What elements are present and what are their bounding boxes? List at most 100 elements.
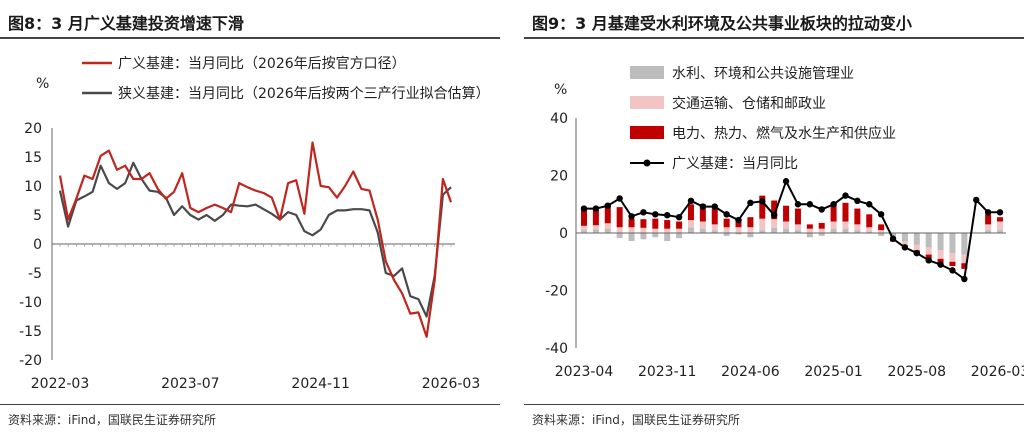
legend-label: 水利、环境和公共设施管理业 — [672, 66, 854, 82]
bar-segment-2 — [830, 202, 837, 222]
bar-segment-1 — [794, 224, 801, 231]
y-tick-label: -20 — [545, 284, 568, 300]
bar-segment-0 — [818, 233, 825, 236]
x-tick-label: 2025-01 — [804, 364, 863, 380]
bar-segment-0 — [664, 233, 671, 242]
source-note: 资料来源：iFind，国联民生证券研究所 — [532, 413, 740, 427]
y-axis-unit: % — [554, 82, 567, 98]
series-point — [973, 196, 980, 204]
bar-segment-0 — [581, 230, 587, 233]
bar-segment-1 — [854, 224, 861, 231]
legend-label: 广义基建：当月同比 — [672, 155, 798, 172]
bar-segment-0 — [759, 230, 766, 233]
series-point — [996, 209, 1004, 216]
y-axis-unit: % — [36, 76, 49, 92]
series-point — [854, 197, 861, 204]
bar-segment-2 — [925, 254, 932, 259]
series-point — [949, 267, 956, 274]
series-point — [735, 216, 742, 224]
bar-segment-0 — [652, 233, 659, 238]
bar-segment-0 — [985, 230, 992, 233]
bar-segment-1 — [842, 221, 849, 229]
bar-segment-1 — [985, 224, 992, 231]
bar-segment-2 — [937, 258, 944, 264]
bar-segment-0 — [806, 233, 813, 238]
series-line-1 — [58, 161, 452, 318]
y-tick-label: -20 — [19, 353, 42, 369]
series-point — [901, 244, 909, 251]
bar-segment-0 — [830, 228, 837, 233]
y-tick-label: -40 — [545, 341, 568, 357]
x-tick-label: 2026-03 — [971, 364, 1024, 380]
chart-title: 图8：3 月广义基建投资增速下滑 — [8, 14, 244, 33]
bar-segment-0 — [747, 233, 754, 238]
bar-segment-1 — [949, 253, 956, 262]
series-point — [889, 235, 897, 242]
bar-segment-2 — [961, 263, 968, 269]
bar-segment-2 — [616, 207, 623, 228]
bar-segment-1 — [878, 230, 885, 233]
title-divider — [524, 37, 1024, 39]
bar-segment-2 — [818, 222, 825, 229]
x-tick-label: 2025-08 — [888, 364, 947, 380]
bar-segment-1 — [806, 228, 813, 233]
bar-segment-1 — [640, 227, 647, 233]
bar-segment-1 — [604, 223, 611, 229]
series-point — [699, 203, 707, 210]
bar-segment-2 — [592, 209, 599, 226]
bar-segment-2 — [759, 195, 766, 219]
series-point — [961, 275, 968, 283]
bar-segment-2 — [687, 204, 694, 221]
bar-segment-0 — [604, 228, 611, 233]
series-point — [925, 257, 932, 264]
bar-segment-2 — [652, 218, 659, 229]
bar-segment-2 — [628, 218, 635, 228]
bar-segment-2 — [866, 214, 873, 228]
stacked-bar-chart: % 40 20 0 -20 -40 2023-04 2023-11 2024-06 2025-01… — [545, 66, 1024, 380]
series-point — [984, 209, 992, 216]
bar-segment-1 — [747, 227, 754, 233]
bar-segment-0 — [794, 230, 801, 233]
bar-segment-1 — [652, 228, 659, 233]
legend-swatch — [630, 126, 664, 139]
legend-label: 狭义基建：当月同比（2026年后按两个三产行业拟合估算） — [118, 85, 490, 102]
bar-segment-2 — [949, 261, 956, 267]
legend-label: 电力、热力、燃气及水生产和供应业 — [672, 125, 896, 142]
bar-segment-1 — [818, 228, 825, 233]
chart-panel-sector-contribution: 图9：3 月基建受水利环境及公共事业板块的拉动变小 % 40 20 0 -20 -40 20… — [524, 0, 1024, 437]
series-point — [604, 202, 611, 209]
legend-swatch — [630, 96, 664, 109]
series-point — [913, 249, 920, 257]
bar-segment-1 — [723, 227, 730, 233]
chart-panel-infrastructure-growth: 图8：3 月广义基建投资增速下滑 % 20 15 10 5 0 -5 -10 -15 -20 202… — [0, 0, 500, 437]
x-tick-label: 2024-11 — [291, 376, 350, 392]
bar-segment-1 — [771, 219, 778, 228]
bar-segment-0 — [866, 231, 873, 233]
y-tick-label: 20 — [24, 121, 42, 137]
bar-segment-0 — [949, 233, 956, 254]
bar-segment-0 — [723, 233, 730, 236]
bar-segment-0 — [937, 233, 944, 251]
y-tick-label: 15 — [24, 150, 42, 166]
bar-segment-1 — [937, 250, 944, 259]
bar-segment-1 — [581, 225, 587, 231]
bar-segment-1 — [866, 227, 873, 232]
bar-segment-0 — [592, 229, 599, 233]
bar-segment-1 — [711, 224, 718, 231]
series-point — [628, 213, 635, 220]
series-point — [842, 192, 849, 199]
bar-segment-0 — [771, 227, 778, 233]
chart-title: 图9：3 月基建受水利环境及公共事业板块的拉动变小 — [532, 14, 912, 33]
bar-segment-2 — [878, 224, 885, 231]
series-point — [580, 205, 588, 212]
x-tick-label: 2026-03 — [422, 376, 481, 392]
y-tick-label: 20 — [550, 169, 568, 185]
series-point — [818, 206, 825, 213]
bar-segment-0 — [901, 233, 908, 242]
series-point — [675, 213, 683, 221]
series-point — [877, 211, 885, 218]
bar-segment-2 — [699, 204, 706, 222]
bar-segment-1 — [997, 221, 1003, 231]
bar-segment-2 — [783, 205, 790, 222]
bar-segment-1 — [901, 241, 908, 246]
